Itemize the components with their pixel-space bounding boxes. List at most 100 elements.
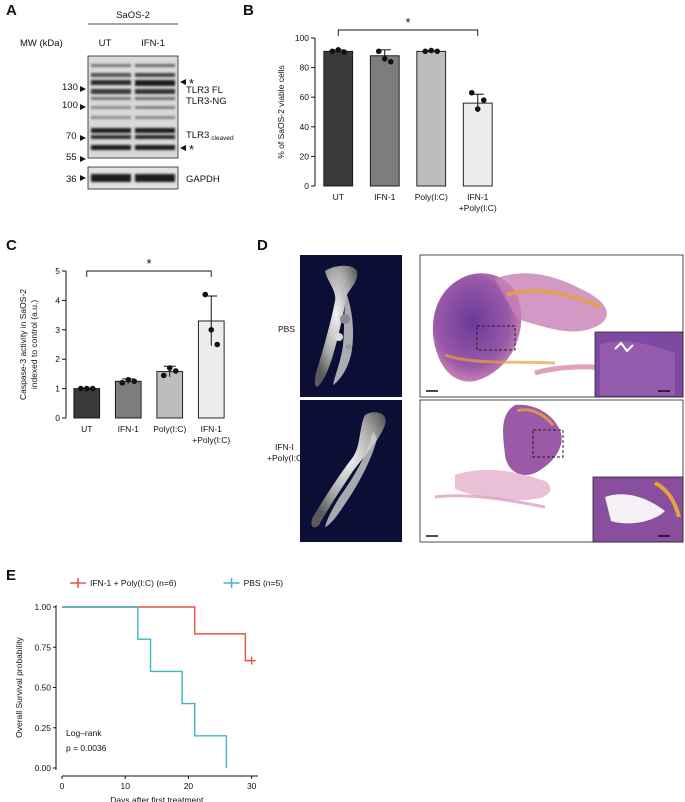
microct-image-ifn bbox=[300, 400, 402, 542]
chart-caspase: C 0 1 2 3 4 5 Caspase-3 activity in SaOS-2 inde… bbox=[6, 237, 230, 445]
histology-image-pbs bbox=[419, 254, 684, 398]
caspase-y-tick-label: 2 bbox=[55, 354, 60, 364]
panel-d-letter: D bbox=[257, 237, 268, 254]
caspase-data-point bbox=[160, 372, 167, 379]
caspase-data-point bbox=[208, 327, 215, 333]
band-tlr3-ng: TLR3-NG bbox=[186, 96, 227, 107]
survival-y-tick-label: 0.00 bbox=[34, 763, 51, 773]
microct-image-pbs bbox=[300, 255, 402, 397]
viability-data-point bbox=[375, 48, 382, 55]
caspase-data-point bbox=[125, 376, 132, 383]
viability-data-point bbox=[468, 89, 475, 96]
caspase-data-point bbox=[172, 368, 179, 374]
viability-data-point bbox=[381, 55, 388, 62]
panel-e-letter: E bbox=[6, 567, 16, 584]
viability-data-point bbox=[329, 48, 336, 55]
caspase-significance-bracket bbox=[86, 270, 212, 277]
caspase-significance-label: * bbox=[146, 256, 151, 271]
legend-entry: IFN-1 + Poly(I:C) (n=6) bbox=[90, 578, 177, 588]
caspase-y-tick-label: 0 bbox=[55, 413, 60, 423]
viability-data-point bbox=[335, 47, 342, 53]
band-arrow-star1 bbox=[180, 79, 186, 85]
caspase-x-tick-label: Poly(I:C) bbox=[153, 424, 186, 434]
panel-a: A SaOS-2 MW (kDa) UT IFN-1 130 100 bbox=[6, 2, 234, 190]
viability-bar bbox=[323, 50, 354, 187]
panel-d: D PBS IFN-I +Poly(I:C) bbox=[257, 237, 684, 543]
caspase-x-tick-label: UT bbox=[81, 424, 92, 434]
caspase-y-axis-label: Caspase-3 activity in SaOS-2 bbox=[18, 289, 28, 400]
viability-data-point bbox=[480, 97, 487, 103]
viability-bar bbox=[462, 102, 493, 187]
caspase-data-point bbox=[214, 341, 221, 348]
band-star1: * bbox=[189, 76, 194, 91]
zoom-box-pbs bbox=[476, 325, 516, 351]
viability-data-point bbox=[474, 106, 481, 112]
band-arrow-star2 bbox=[180, 145, 186, 151]
survival-x-tick-label: 20 bbox=[184, 781, 194, 791]
chart-survival: E Log–rank p = 0.0036 0.00 0.25 0.50 0.75 1.… bbox=[6, 567, 284, 802]
gapdh-blot bbox=[87, 166, 179, 190]
survival-y-tick-label: 1.00 bbox=[34, 602, 51, 612]
survival-x-tick-label: 0 bbox=[60, 781, 65, 791]
viability-x-tick-label: +Poly(I:C) bbox=[459, 203, 497, 213]
panel-c-letter: C bbox=[6, 237, 17, 254]
marker-arrow-130 bbox=[80, 86, 86, 92]
logrank-title: Log–rank bbox=[66, 728, 102, 738]
lane-label-ut: UT bbox=[99, 38, 112, 49]
viability-y-axis-label: % of SaOS-2 viable cells bbox=[276, 65, 286, 159]
histology-image-ifn bbox=[419, 399, 684, 543]
marker-arrow-70 bbox=[80, 135, 86, 141]
marker-arrow-55 bbox=[80, 156, 86, 162]
lane-label-ifn: IFN-1 bbox=[141, 38, 165, 49]
caspase-y-tick-label: 1 bbox=[55, 384, 60, 394]
viability-y-tick-label: 100 bbox=[295, 33, 309, 43]
viability-significance-label: * bbox=[405, 15, 410, 30]
band-gapdh: GAPDH bbox=[186, 174, 220, 185]
viability-x-tick-label: IFN-1 bbox=[374, 192, 396, 202]
marker-70: 70 bbox=[66, 131, 77, 142]
caspase-bar bbox=[73, 388, 101, 419]
viability-x-tick-label: Poly(I:C) bbox=[415, 192, 448, 202]
caspase-y-tick-label: 3 bbox=[55, 325, 60, 335]
viability-data-point bbox=[428, 47, 435, 54]
survival-x-axis-label: Days after first treatment bbox=[110, 795, 204, 802]
viability-data-point bbox=[341, 49, 348, 55]
viability-x-tick-label: IFN-1 bbox=[467, 192, 489, 202]
western-blot bbox=[87, 55, 179, 159]
legend-entry: PBS (n=5) bbox=[244, 578, 284, 588]
caspase-x-tick-label: +Poly(I:C) bbox=[192, 435, 230, 445]
panel-a-letter: A bbox=[6, 2, 17, 19]
caspase-y-tick-label: 5 bbox=[55, 266, 60, 276]
caspase-data-point bbox=[131, 378, 138, 385]
caspase-bar bbox=[156, 371, 184, 419]
mw-label: MW (kDa) bbox=[20, 38, 63, 49]
caspase-data-point bbox=[166, 365, 173, 371]
viability-data-point bbox=[422, 48, 429, 55]
cell-line-label: SaOS-2 bbox=[116, 10, 150, 21]
viability-y-tick-label: 20 bbox=[300, 151, 310, 161]
caspase-y-axis-label: indexed to control (a.u.) bbox=[29, 300, 39, 389]
caspase-y-tick-label: 4 bbox=[55, 295, 60, 305]
survival-curve bbox=[62, 606, 252, 662]
caspase-data-point bbox=[89, 385, 96, 392]
zoom-box-ifn bbox=[532, 429, 564, 458]
logrank-p: p = 0.0036 bbox=[66, 743, 107, 753]
viability-y-tick-label: 40 bbox=[300, 122, 310, 132]
viability-bar bbox=[416, 50, 447, 187]
marker-130: 130 bbox=[62, 82, 78, 93]
caspase-data-point bbox=[202, 291, 209, 298]
caspase-data-point bbox=[77, 385, 84, 392]
caspase-x-tick-label: IFN-1 bbox=[118, 424, 140, 434]
band-tlr3-cleaved: TLR3 cleaved bbox=[186, 130, 234, 142]
marker-arrow-100 bbox=[80, 104, 86, 110]
marker-arrow-36 bbox=[80, 175, 86, 181]
marker-100: 100 bbox=[62, 100, 78, 111]
caspase-x-tick-label: IFN-1 bbox=[201, 424, 223, 434]
survival-y-tick-label: 0.25 bbox=[34, 723, 51, 733]
band-star2: * bbox=[189, 142, 194, 157]
row-label-ifn-line2: +Poly(I:C) bbox=[267, 453, 305, 463]
caspase-data-point bbox=[83, 385, 90, 392]
band-tlr3-fl: TLR3 FL bbox=[186, 85, 223, 96]
survival-x-tick-label: 10 bbox=[120, 781, 130, 791]
marker-55: 55 bbox=[66, 152, 77, 163]
